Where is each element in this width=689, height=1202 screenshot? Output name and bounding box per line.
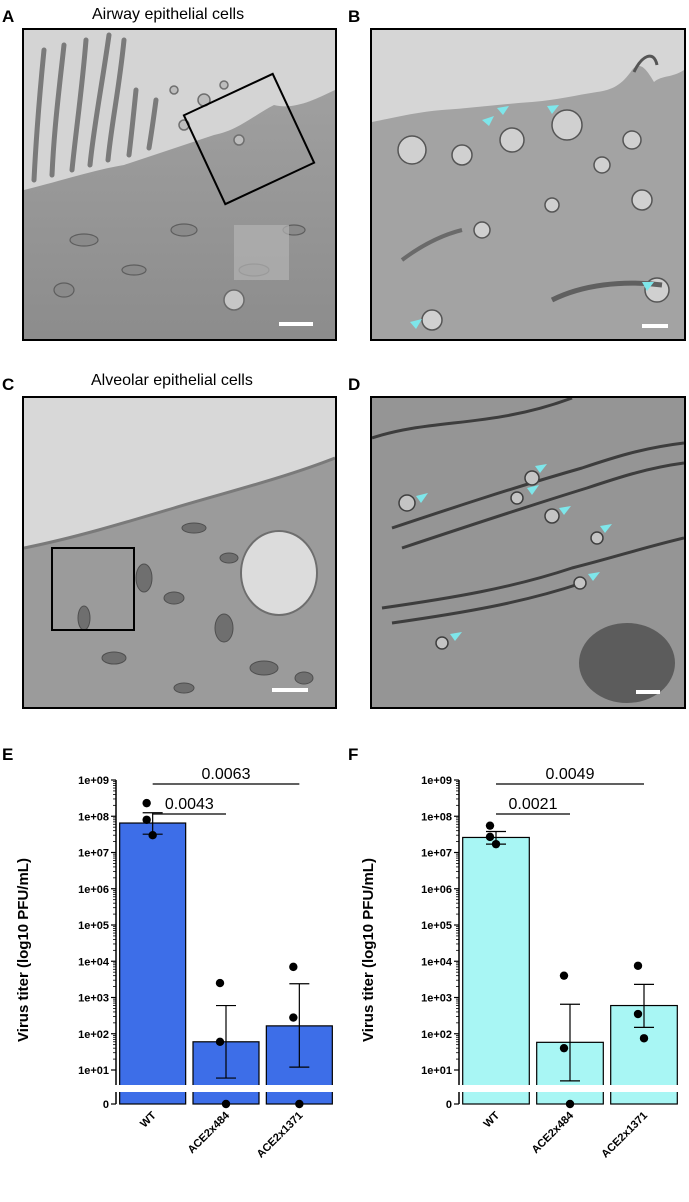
y-tick-label: 1e+09 bbox=[421, 775, 452, 787]
y-tick-label: 1e+02 bbox=[78, 1029, 109, 1041]
panel-label-b: B bbox=[348, 7, 361, 26]
y-tick-label: 1e+06 bbox=[421, 884, 452, 896]
p-value-label: 0.0049 bbox=[546, 766, 595, 783]
x-tick-label: ACE2x484 bbox=[530, 1109, 577, 1156]
data-point bbox=[633, 961, 643, 970]
bar-chart-f: Virus titer (log10 PFU/mL) 0 1e+01 1e+02 1e+… bbox=[360, 766, 689, 1161]
y-axis-label: Virus titer (log10 PFU/mL) bbox=[360, 858, 377, 1042]
data-point bbox=[485, 832, 495, 842]
data-point bbox=[565, 1099, 575, 1109]
y-tick-label: 1e+07 bbox=[78, 848, 109, 860]
x-tick-label: ACE2x1371 bbox=[255, 1110, 306, 1161]
y-axis-label: Virus titer (log10 PFU/mL) bbox=[15, 858, 32, 1042]
y-tick-label: 1e+04 bbox=[421, 956, 453, 968]
panel-label-d: D bbox=[348, 375, 361, 394]
micrograph-alveolar bbox=[22, 396, 337, 709]
panel-title-c: Alveolar epithelial cells bbox=[91, 372, 253, 389]
x-tick-label: ACE2x1371 bbox=[599, 1110, 650, 1161]
y-tick-label: 1e+08 bbox=[421, 811, 452, 823]
data-point bbox=[559, 971, 569, 980]
data-point bbox=[559, 1043, 569, 1053]
data-point bbox=[142, 815, 151, 824]
data-point bbox=[633, 1009, 643, 1019]
data-point bbox=[289, 962, 298, 972]
y-tick-label: 1e+06 bbox=[78, 884, 109, 896]
p-value-label: 0.0063 bbox=[202, 766, 251, 783]
data-point bbox=[215, 978, 225, 988]
data-point bbox=[221, 1099, 231, 1109]
y-tick-label: 1e+03 bbox=[421, 993, 452, 1005]
panel-label-c: C bbox=[2, 375, 15, 394]
y-tick-label: 1e+09 bbox=[78, 775, 109, 787]
y-tick-label: 1e+02 bbox=[421, 1029, 452, 1041]
bar bbox=[462, 836, 530, 1105]
panel-title-a: Airway epithelial cells bbox=[92, 6, 245, 23]
panel-label-e: E bbox=[2, 745, 14, 764]
y-tick-label: 0 bbox=[103, 1099, 109, 1111]
data-point bbox=[142, 798, 151, 808]
y-tick-label: 1e+08 bbox=[78, 811, 109, 823]
x-tick-label: WT bbox=[138, 1109, 159, 1130]
axis-break bbox=[451, 1085, 689, 1092]
x-tick-label: WT bbox=[482, 1109, 503, 1130]
bar bbox=[119, 822, 187, 1105]
y-tick-label: 1e+01 bbox=[421, 1065, 452, 1077]
y-tick-label: 1e+05 bbox=[78, 920, 109, 932]
micrograph-airway-zoom bbox=[370, 28, 686, 341]
panel-label-a: A bbox=[2, 7, 15, 26]
data-point bbox=[639, 1034, 649, 1043]
p-value-label: 0.0043 bbox=[165, 796, 214, 813]
y-tick-label: 0 bbox=[446, 1099, 452, 1111]
y-tick-label: 1e+04 bbox=[78, 956, 110, 968]
data-point bbox=[215, 1037, 225, 1046]
y-tick-label: 1e+01 bbox=[78, 1065, 109, 1077]
data-point bbox=[148, 831, 157, 840]
x-tick-label: ACE2x484 bbox=[186, 1109, 233, 1156]
data-point bbox=[289, 1013, 298, 1022]
y-tick-label: 1e+03 bbox=[78, 993, 109, 1005]
p-value-label: 0.0021 bbox=[509, 796, 558, 813]
data-point bbox=[295, 1099, 304, 1109]
panel-label-f: F bbox=[348, 745, 359, 764]
micrograph-airway bbox=[22, 28, 337, 341]
axis-break bbox=[108, 1085, 340, 1092]
data-point bbox=[491, 839, 501, 849]
bar-chart-e: Virus titer (log10 PFU/mL) 0 1e+01 1e+02 1e+… bbox=[15, 766, 340, 1161]
y-tick-label: 1e+07 bbox=[421, 848, 452, 860]
y-tick-label: 1e+05 bbox=[421, 920, 452, 932]
data-point bbox=[485, 821, 495, 830]
micrograph-alveolar-zoom bbox=[370, 396, 686, 709]
